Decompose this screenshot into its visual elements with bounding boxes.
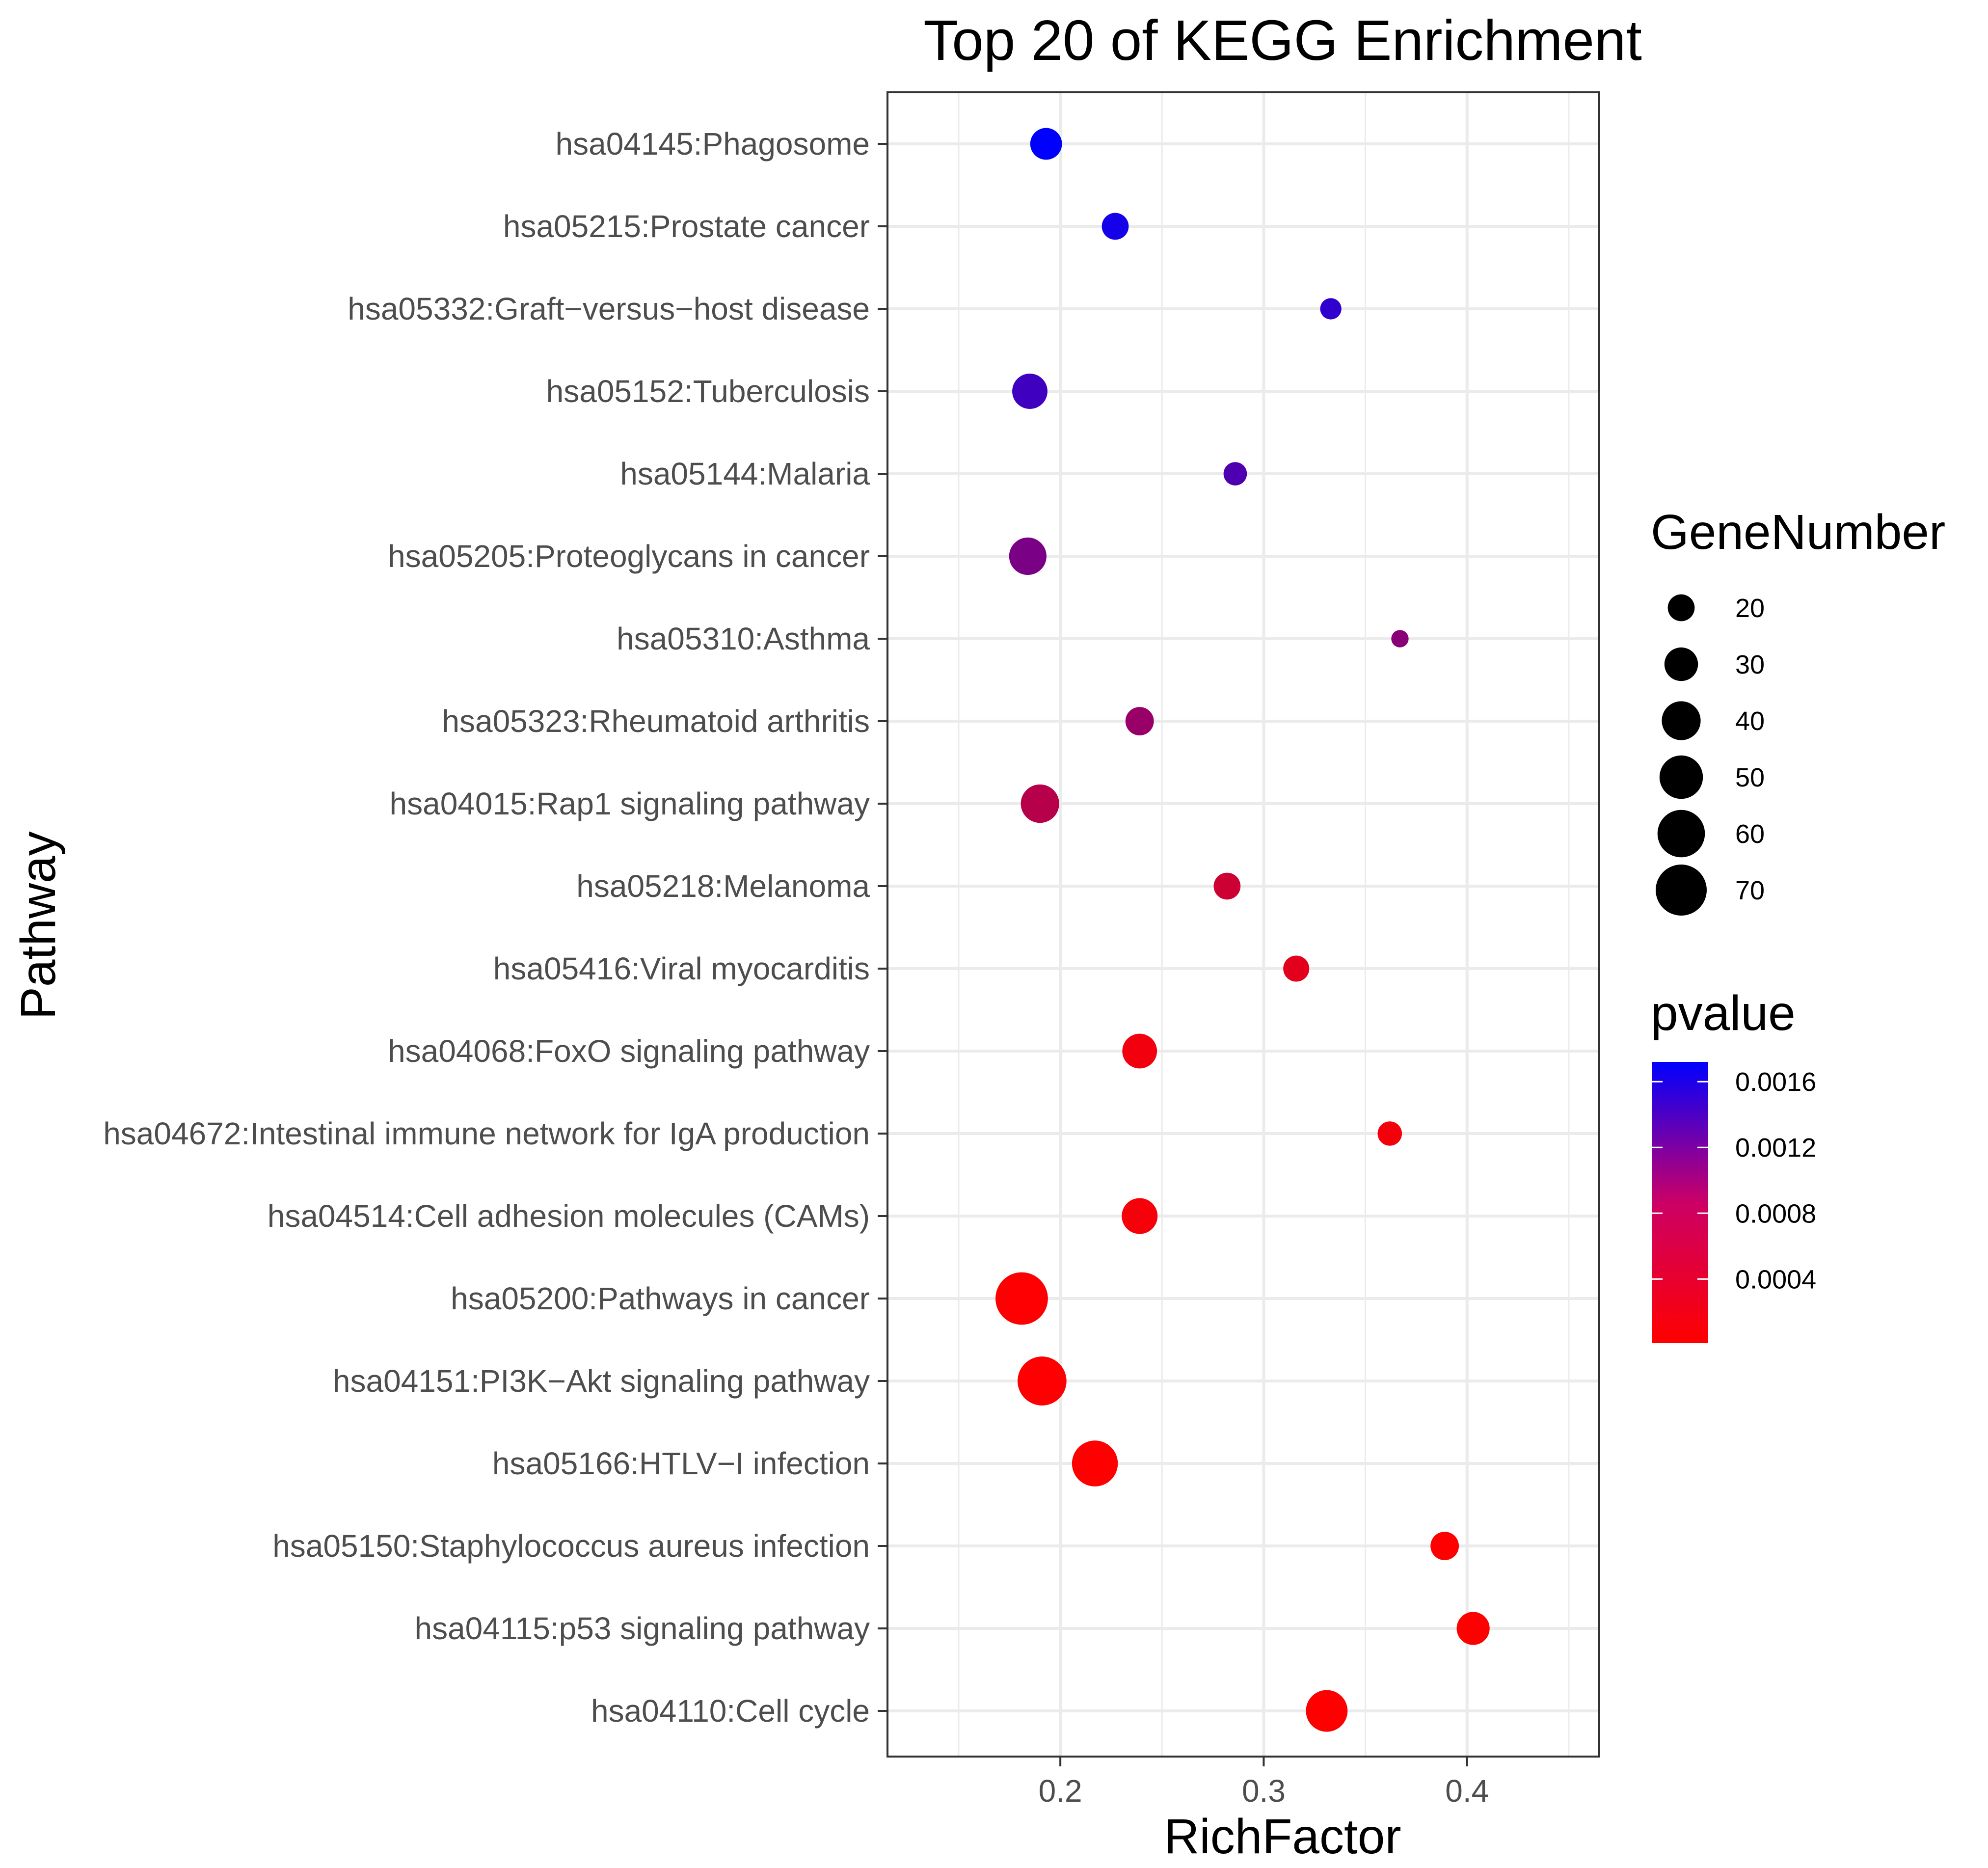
x-tick-label: 0.2 [1039, 1773, 1082, 1809]
y-tick-label: hsa04110:Cell cycle [591, 1693, 870, 1729]
color-legend-title: pvalue [1651, 986, 1796, 1041]
data-point [1021, 784, 1059, 823]
x-tick-label: 0.3 [1242, 1773, 1286, 1809]
y-tick-label: hsa05323:Rheumatoid arthritis [442, 704, 870, 739]
size-legend-title: GeneNumber [1651, 505, 1945, 560]
size-legend-label: 70 [1735, 876, 1765, 905]
y-tick-label: hsa04015:Rap1 signaling pathway [390, 786, 870, 821]
y-tick-label: hsa05416:Viral myocarditis [493, 951, 870, 986]
data-point [1018, 1356, 1067, 1406]
size-legend-key [1667, 594, 1695, 622]
data-point [995, 1272, 1048, 1325]
size-legend-label: 40 [1735, 706, 1765, 736]
plot-panel-border [887, 91, 1600, 1758]
y-tick-label: hsa05200:Pathways in cancer [451, 1281, 870, 1316]
data-point [1012, 374, 1048, 409]
size-legend-key [1659, 755, 1703, 799]
chart-title: Top 20 of KEGG Enrichment [923, 8, 1642, 72]
y-tick-label: hsa05218:Melanoma [576, 868, 870, 904]
data-point [1213, 872, 1241, 900]
data-point [1306, 1690, 1348, 1732]
size-legend-key [1664, 647, 1698, 681]
y-tick-label: hsa05144:Malaria [620, 456, 870, 491]
data-point [1456, 1612, 1490, 1645]
data-point [1377, 1121, 1402, 1146]
y-tick-label: hsa05152:Tuberculosis [546, 374, 870, 409]
plot-panel-background [887, 92, 1599, 1757]
data-point [1030, 128, 1062, 160]
y-tick-label: hsa05310:Asthma [617, 621, 870, 656]
size-legend-key [1657, 810, 1705, 858]
y-tick-label: hsa04068:FoxO signaling pathway [388, 1033, 870, 1069]
x-axis-ticks: 0.2 0.3 0.4 [1039, 1757, 1489, 1809]
size-legend-label: 60 [1735, 819, 1765, 849]
size-legend-key [1656, 865, 1707, 916]
size-legend-key [1662, 701, 1701, 740]
grid-lines [887, 92, 1599, 1757]
data-point [1223, 462, 1247, 486]
data-point [1320, 298, 1342, 320]
x-tick-label: 0.4 [1445, 1773, 1489, 1809]
y-tick-label: hsa04151:PI3K−Akt signaling pathway [333, 1363, 870, 1399]
y-tick-label: hsa04145:Phagosome [556, 126, 870, 162]
data-point [1283, 955, 1310, 982]
y-axis-ticks: hsa04145:Phagosome hsa05215:Prostate canc… [103, 126, 887, 1729]
colorbar-label: 0.0012 [1735, 1133, 1816, 1163]
data-point [1122, 1033, 1157, 1069]
colorbar-label: 0.0004 [1735, 1265, 1816, 1294]
size-legend-label: 50 [1735, 763, 1765, 792]
color-legend: pvalue 0.0004 0.0008 0.0012 0.0016 [1651, 986, 1816, 1343]
y-axis-title: Pathway [11, 831, 66, 1020]
data-point [1125, 707, 1154, 735]
data-point [1122, 1198, 1158, 1234]
y-tick-label: hsa04115:p53 signaling pathway [414, 1611, 870, 1646]
data-point [1430, 1532, 1459, 1560]
colorbar-label: 0.0016 [1735, 1067, 1816, 1097]
y-tick-label: hsa05166:HTLV−I infection [492, 1446, 870, 1481]
y-tick-label: hsa04672:Intestinal immune network for I… [103, 1116, 870, 1151]
y-tick-label: hsa05205:Proteoglycans in cancer [388, 539, 870, 574]
y-tick-label: hsa05215:Prostate cancer [503, 209, 870, 244]
size-legend-label: 20 [1735, 594, 1765, 623]
colorbar-label: 0.0008 [1735, 1199, 1816, 1228]
plot-panel [887, 92, 1599, 1757]
y-tick-label: hsa04514:Cell adhesion molecules (CAMs) [268, 1198, 870, 1234]
x-axis-title: RichFactor [1164, 1809, 1401, 1864]
data-points [887, 91, 1600, 1758]
pvalue-colorbar [1652, 1062, 1708, 1343]
y-tick-label: hsa05332:Graft−versus−host disease [348, 291, 870, 326]
y-tick-label: hsa05150:Staphylococcus aureus infection [272, 1528, 870, 1564]
data-point [1072, 1440, 1118, 1487]
data-point [1391, 630, 1409, 648]
size-legend-label: 30 [1735, 650, 1765, 679]
size-legend: GeneNumber 20 30 40 50 60 70 [1651, 505, 1945, 916]
data-point [1101, 213, 1129, 240]
data-point [1009, 537, 1047, 575]
